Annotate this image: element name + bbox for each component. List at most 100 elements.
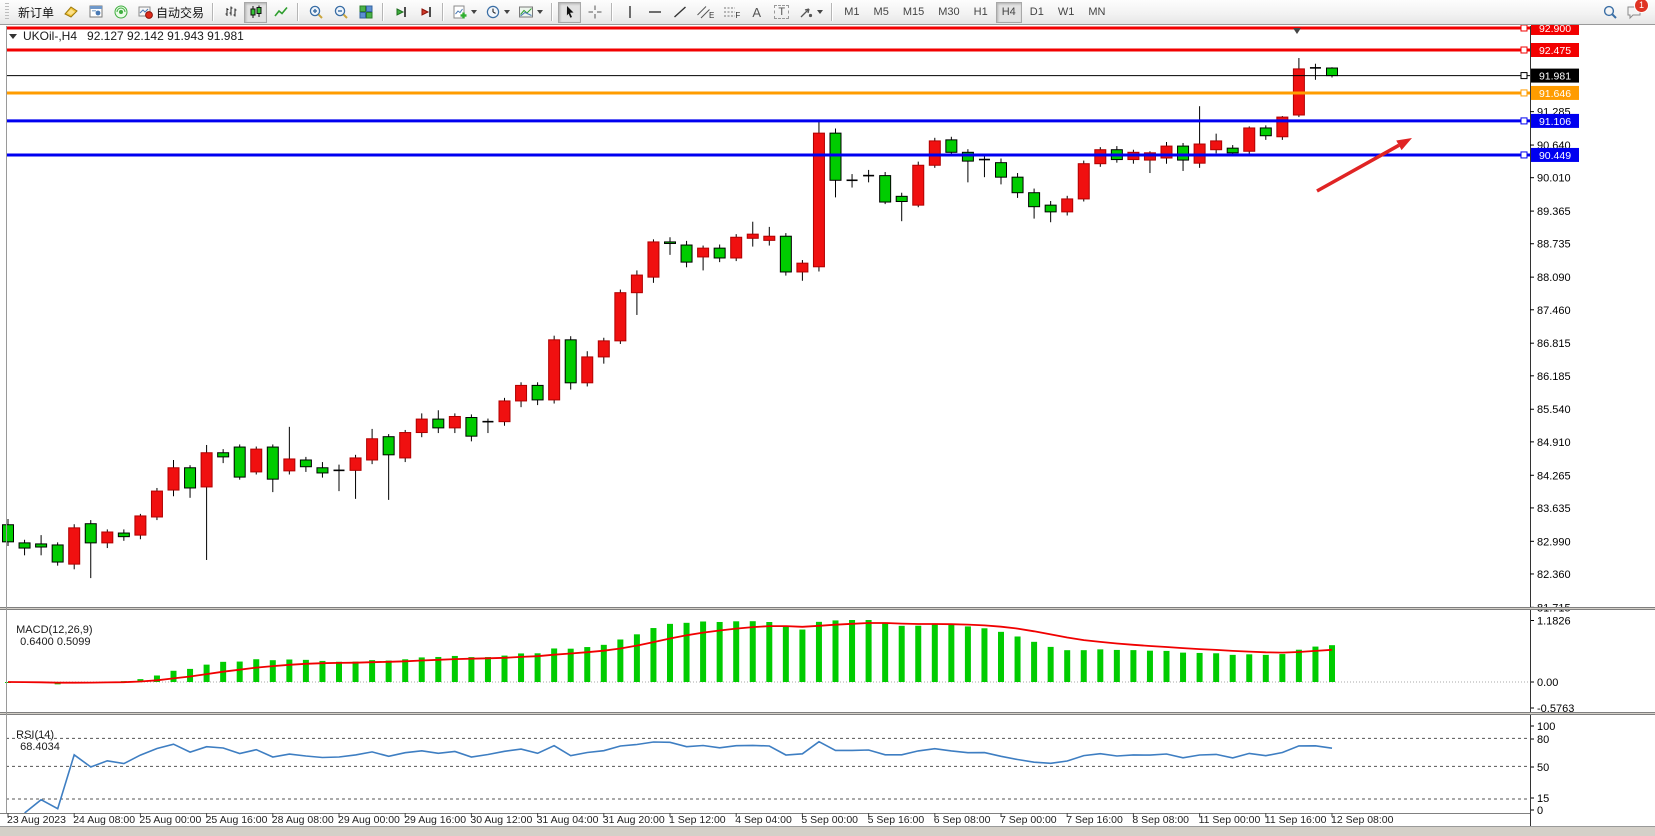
new-order-button[interactable]: 新订单 <box>12 2 57 23</box>
macd-histogram-bar <box>153 675 160 682</box>
trend-arrow-annotation[interactable] <box>1316 138 1412 193</box>
timeframe-m5-button[interactable]: M5 <box>873 6 889 18</box>
price-tick-label: 85.540 <box>1537 404 1571 416</box>
bull-candle <box>498 400 511 423</box>
bull-candle <box>597 340 610 358</box>
macd-histogram-bar <box>584 647 591 682</box>
bar-chart-button[interactable] <box>219 2 242 23</box>
price-tick-label: 84.910 <box>1537 437 1571 449</box>
bear-candle <box>895 195 908 203</box>
text-label-button[interactable]: T <box>770 2 793 23</box>
timeframe-w1-button[interactable]: W1 <box>1057 6 1075 18</box>
bull-candle <box>366 438 379 461</box>
macd-histogram-bar <box>650 628 657 682</box>
auto-scroll-button[interactable] <box>389 2 412 23</box>
macd-histogram-bar <box>1279 654 1286 682</box>
macd-histogram-bar <box>964 626 971 682</box>
time-axis-label: 28 Aug 08:00 <box>272 814 334 826</box>
time-axis-label: 8 Sep 08:00 <box>1132 814 1189 826</box>
equidistant-channel-button[interactable]: E <box>693 2 717 23</box>
vertical-line-button[interactable] <box>618 2 641 23</box>
bear-candle <box>184 467 197 489</box>
autotrading-icon <box>138 6 153 19</box>
trendline-button[interactable] <box>668 2 691 23</box>
fibonacci-button[interactable]: F <box>719 2 743 23</box>
indicators-button[interactable] <box>449 2 480 23</box>
bear-candle <box>117 532 130 538</box>
timeframe-m30-button[interactable]: M30 <box>938 6 960 18</box>
time-axis-label: 29 Aug 00:00 <box>338 814 400 826</box>
bear-candle <box>316 467 329 474</box>
chart-shift-button[interactable] <box>414 2 437 23</box>
tile-windows-button[interactable] <box>354 2 377 23</box>
crosshair-button[interactable] <box>583 2 606 23</box>
line-handle[interactable] <box>1520 117 1528 125</box>
macd-histogram-bar <box>1031 641 1038 682</box>
macd-histogram-bar <box>832 620 839 682</box>
horizontal-line-button[interactable] <box>643 2 666 23</box>
rsi-axis-label: 0 <box>1537 805 1543 817</box>
main-chart-pane[interactable] <box>2 26 1531 579</box>
data-window-icon <box>89 5 103 18</box>
templates-button[interactable] <box>515 2 546 23</box>
pane-separator[interactable] <box>0 607 1655 610</box>
text-button[interactable]: A <box>745 2 768 23</box>
time-axis[interactable]: 23 Aug 2023 24 Aug 08:00 25 Aug 00:00 25 Au… <box>0 813 1530 826</box>
fibonacci-icon <box>724 7 736 17</box>
time-axis-label: 31 Aug 20:00 <box>603 814 665 826</box>
price-axis[interactable]: 1.18260.00-0.5763100805015091.28590.6409… <box>1520 20 1579 826</box>
toolbar-separator <box>382 3 385 21</box>
signals-button[interactable] <box>109 2 132 23</box>
timeframe-h1-button[interactable]: H1 <box>973 6 988 18</box>
timeframe-toolbar: M1 M5 M15 M30 H1 H4 D1 W1 MN <box>837 1 1112 23</box>
autotrading-button[interactable]: 自动交易 <box>134 2 207 23</box>
price-tick-label: 88.735 <box>1537 239 1571 251</box>
zoom-in-icon <box>309 5 323 19</box>
pane-separator[interactable] <box>0 712 1655 715</box>
timeframe-h4-button[interactable]: H4 <box>995 1 1022 23</box>
search-button[interactable] <box>1598 2 1621 23</box>
candlestick-chart-button[interactable] <box>244 1 268 23</box>
zoom-out-button[interactable] <box>329 2 352 23</box>
bull-candle <box>200 452 213 488</box>
periods-button[interactable] <box>482 2 513 23</box>
price-badge-label: 91.106 <box>1539 116 1571 128</box>
line-handle[interactable] <box>1520 151 1528 159</box>
market-watch-button[interactable] <box>59 2 82 23</box>
bull-candle <box>68 527 81 565</box>
line-handle[interactable] <box>1520 46 1528 54</box>
bull-candle <box>630 274 643 294</box>
cursor-button[interactable] <box>558 1 582 23</box>
line-handle[interactable] <box>1520 24 1528 32</box>
bear-candle <box>829 132 842 181</box>
line-chart-button[interactable] <box>269 2 292 23</box>
timeframe-m1-button[interactable]: M1 <box>844 6 860 18</box>
arrows-button[interactable] <box>795 2 826 23</box>
timeframe-d1-button[interactable]: D1 <box>1029 6 1044 18</box>
time-axis-label: 5 Sep 00:00 <box>801 814 858 826</box>
macd-histogram-bar <box>1329 645 1335 682</box>
line-handle[interactable] <box>1520 72 1528 80</box>
macd-histogram-bar <box>633 634 640 682</box>
macd-histogram-bar <box>981 628 988 682</box>
toolbar-separator <box>831 3 834 21</box>
line-handle[interactable] <box>1520 89 1528 97</box>
notifications-button[interactable]: 1 <box>1623 0 1649 23</box>
bear-candle <box>1326 67 1338 77</box>
macd-pane[interactable] <box>5 620 1530 685</box>
timeframe-m15-button[interactable]: M15 <box>902 6 925 18</box>
one-click-trading-toggle-icon[interactable] <box>9 33 17 39</box>
arrow-objects-icon <box>800 8 813 18</box>
bull-candle <box>697 247 710 258</box>
toolbar-drag-handle[interactable] <box>5 3 9 21</box>
toolbar-separator <box>611 3 614 21</box>
timeframe-mn-button[interactable]: MN <box>1088 6 1106 18</box>
chart-header: UKOil-,H4 92.127 92.142 91.943 91.981 <box>9 29 244 43</box>
rsi-pane[interactable] <box>6 737 1530 814</box>
channel-letter: E <box>709 11 715 20</box>
data-window-button[interactable] <box>84 2 107 23</box>
zoom-in-button[interactable] <box>304 2 327 23</box>
time-axis-label: 30 Aug 12:00 <box>470 814 532 826</box>
macd-histogram-bar <box>600 644 607 682</box>
